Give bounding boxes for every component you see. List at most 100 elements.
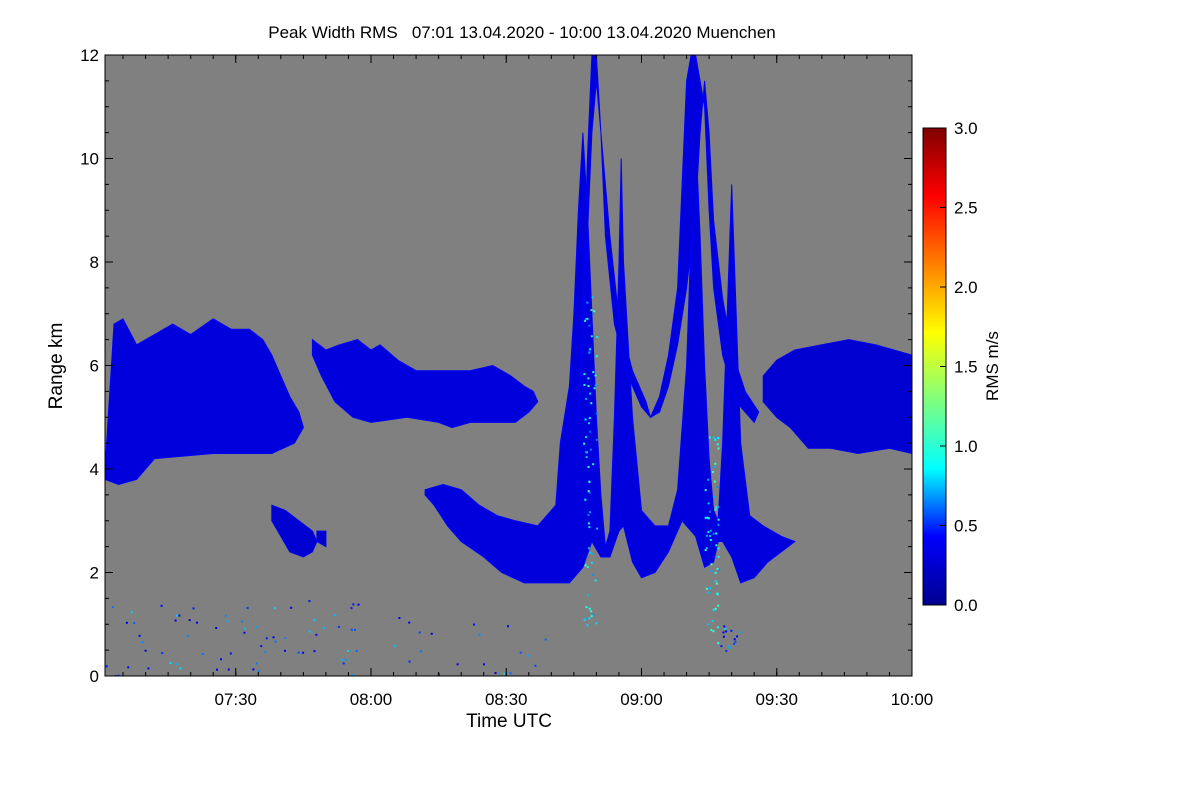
speckle-point (585, 606, 588, 609)
speckle-point (350, 628, 353, 631)
speckle-point (587, 514, 590, 517)
speckle-point (526, 654, 529, 657)
speckle-point (730, 629, 733, 632)
speckle-point (584, 498, 587, 501)
speckle-point (290, 606, 293, 609)
speckle-point (706, 516, 709, 519)
y-tick-label: 10 (80, 150, 99, 169)
speckle-point (478, 633, 481, 636)
speckle-point (716, 592, 719, 595)
speckle-point (589, 551, 592, 554)
speckle-point (125, 621, 128, 624)
speckle-point (723, 625, 726, 628)
speckle-point (716, 582, 718, 585)
speckle-point (274, 607, 277, 610)
speckle-point (588, 324, 591, 327)
speckle-point (584, 319, 587, 322)
speckle-point (705, 534, 708, 537)
speckle-point (588, 511, 591, 514)
speckle-point (728, 645, 731, 648)
speckle-point (594, 384, 597, 387)
speckle-point (175, 663, 178, 665)
speckle-point (715, 532, 718, 535)
speckle-point (712, 436, 715, 439)
speckle-point (587, 466, 590, 468)
speckle-point (355, 650, 358, 652)
speckle-point (733, 642, 736, 645)
speckle-point (588, 350, 591, 353)
speckle-point (705, 587, 708, 590)
speckle-point (708, 436, 711, 439)
echo-region (649, 55, 760, 424)
speckle-point (717, 604, 720, 607)
echo-region (311, 338, 539, 429)
speckle-point (707, 478, 710, 481)
speckle-point (714, 462, 717, 465)
speckle-point (596, 527, 599, 530)
speckle-point (595, 355, 598, 358)
speckle-point (734, 640, 737, 643)
speckle-point (260, 645, 263, 648)
speckle-point (588, 351, 591, 354)
speckle-point (430, 632, 433, 635)
speckle-point (716, 443, 719, 446)
speckle-point (337, 625, 340, 628)
speckle-point (274, 640, 277, 643)
speckle-point (590, 561, 593, 564)
speckle-point (503, 672, 506, 675)
speckle-point (592, 463, 595, 466)
speckle-point (587, 522, 590, 525)
speckle-point (586, 566, 589, 568)
speckle-point (716, 486, 719, 488)
speckle-point (229, 652, 232, 655)
speckle-point (587, 490, 590, 493)
speckle-point (589, 430, 592, 433)
speckle-point (714, 572, 717, 575)
speckle-point (418, 631, 421, 634)
speckle-point (284, 649, 286, 652)
speckle-point (590, 335, 593, 338)
speckle-point (333, 614, 336, 617)
speckle-point (583, 618, 586, 621)
colorbar-tick-label: 1.5 (954, 358, 978, 377)
speckle-point (595, 438, 598, 441)
speckle-point (722, 635, 725, 638)
speckle-point (144, 649, 147, 652)
speckle-point (588, 491, 591, 494)
speckle-point (712, 496, 715, 498)
speckle-point (252, 668, 255, 671)
speckle-point (456, 663, 459, 666)
speckle-point (224, 614, 227, 617)
speckle-point (347, 650, 350, 652)
speckle-point (709, 539, 712, 541)
speckle-point (733, 638, 736, 641)
speckle-point (592, 371, 595, 374)
speckle-point (590, 615, 593, 618)
speckle-point (394, 645, 397, 648)
speckle-point (133, 622, 136, 624)
speckle-point (284, 637, 287, 640)
speckle-point (176, 614, 179, 617)
speckle-point (357, 603, 360, 606)
speckle-point (707, 517, 710, 520)
speckle-point (186, 634, 189, 637)
speckle-point (398, 617, 401, 619)
speckle-point (322, 627, 325, 629)
speckle-point (591, 296, 594, 299)
speckle-point (736, 635, 739, 638)
colorbar-tick-label: 0.5 (954, 517, 978, 536)
speckle-point (717, 437, 720, 439)
speckle-point (588, 617, 591, 620)
speckle-point (713, 609, 716, 612)
speckle-point (243, 627, 246, 630)
speckle-point (179, 667, 182, 670)
speckle-point (583, 442, 586, 445)
echo-region (424, 132, 796, 584)
speckle-point (408, 621, 411, 624)
speckle-point (192, 607, 195, 610)
speckle-point (169, 662, 172, 665)
speckle-point (712, 471, 714, 473)
speckle-point (728, 647, 731, 649)
y-tick-label: 0 (90, 667, 99, 686)
